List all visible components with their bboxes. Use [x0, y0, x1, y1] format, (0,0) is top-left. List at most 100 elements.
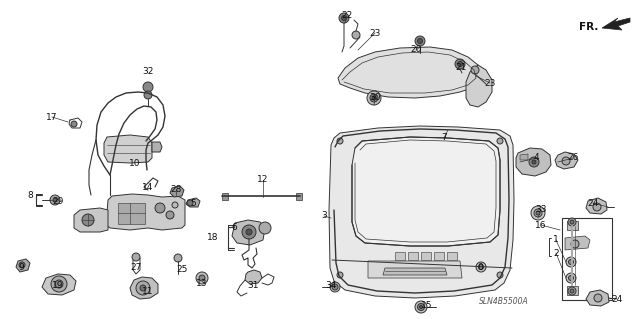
Text: 9: 9 [18, 263, 24, 272]
Polygon shape [130, 277, 158, 299]
Circle shape [332, 284, 338, 290]
Polygon shape [104, 135, 152, 163]
Circle shape [417, 39, 422, 43]
Circle shape [330, 282, 340, 292]
Circle shape [529, 157, 539, 167]
Circle shape [187, 200, 193, 206]
Circle shape [570, 220, 574, 224]
Polygon shape [118, 203, 145, 224]
Text: 3: 3 [321, 211, 327, 220]
Text: 25: 25 [176, 265, 188, 275]
Polygon shape [567, 286, 578, 295]
Circle shape [337, 272, 343, 278]
Polygon shape [152, 142, 162, 152]
Polygon shape [186, 198, 200, 207]
Circle shape [536, 211, 540, 215]
Circle shape [246, 229, 252, 235]
Polygon shape [421, 252, 431, 260]
Polygon shape [516, 148, 551, 176]
Circle shape [419, 306, 422, 308]
Circle shape [132, 253, 140, 261]
Polygon shape [567, 221, 578, 230]
Text: 10: 10 [129, 159, 141, 167]
Text: 2: 2 [553, 249, 559, 257]
Text: 27: 27 [131, 263, 141, 271]
Circle shape [50, 195, 60, 205]
Polygon shape [170, 186, 184, 197]
Polygon shape [565, 236, 590, 250]
Polygon shape [329, 126, 514, 298]
Circle shape [352, 31, 360, 39]
Polygon shape [383, 268, 447, 275]
Circle shape [370, 94, 378, 102]
Text: 5: 5 [190, 199, 196, 209]
Circle shape [339, 13, 349, 23]
Circle shape [144, 91, 152, 99]
Text: 1: 1 [553, 235, 559, 244]
Circle shape [568, 259, 573, 264]
Text: 30: 30 [369, 93, 381, 101]
Text: 15: 15 [421, 300, 433, 309]
Polygon shape [447, 252, 457, 260]
Circle shape [532, 160, 536, 164]
Polygon shape [106, 194, 185, 230]
Text: 8: 8 [27, 191, 33, 201]
Circle shape [71, 121, 77, 127]
Circle shape [568, 218, 576, 226]
Text: 7: 7 [441, 133, 447, 143]
Text: 11: 11 [142, 287, 154, 296]
Circle shape [471, 66, 479, 74]
Circle shape [568, 276, 573, 280]
Circle shape [562, 157, 570, 165]
Circle shape [497, 272, 503, 278]
Text: 19: 19 [52, 281, 64, 291]
Circle shape [566, 257, 576, 267]
Polygon shape [74, 208, 108, 232]
Text: 33: 33 [535, 204, 547, 213]
Circle shape [196, 272, 208, 284]
Text: 21: 21 [455, 63, 467, 72]
Polygon shape [466, 65, 492, 107]
Circle shape [174, 254, 182, 262]
Circle shape [593, 203, 601, 211]
Circle shape [570, 289, 574, 293]
Circle shape [51, 276, 67, 292]
Text: 34: 34 [325, 280, 337, 290]
Polygon shape [338, 47, 482, 98]
Polygon shape [520, 154, 528, 160]
Text: 22: 22 [341, 11, 353, 20]
Text: 26: 26 [567, 153, 579, 162]
Text: 23: 23 [369, 28, 381, 38]
Circle shape [497, 138, 503, 144]
Text: 14: 14 [142, 183, 154, 192]
Circle shape [55, 280, 63, 288]
Text: SLN4B5500A: SLN4B5500A [479, 298, 529, 307]
Polygon shape [16, 259, 30, 272]
Text: 29: 29 [52, 197, 64, 206]
Circle shape [479, 264, 483, 270]
Text: 4: 4 [533, 153, 539, 162]
Circle shape [19, 262, 25, 268]
Circle shape [82, 214, 94, 226]
Polygon shape [602, 18, 630, 30]
Text: 32: 32 [142, 68, 154, 77]
Polygon shape [586, 198, 607, 214]
Text: 16: 16 [535, 220, 547, 229]
Circle shape [568, 287, 576, 295]
Circle shape [531, 206, 545, 220]
Circle shape [566, 273, 576, 283]
Text: 24: 24 [588, 198, 598, 207]
Text: 0: 0 [477, 263, 483, 271]
Text: 13: 13 [196, 278, 208, 287]
Circle shape [172, 202, 178, 208]
Circle shape [455, 59, 465, 69]
Circle shape [337, 138, 343, 144]
Circle shape [199, 275, 205, 281]
Text: 17: 17 [46, 113, 58, 122]
Circle shape [166, 211, 174, 219]
Circle shape [571, 240, 579, 248]
Circle shape [415, 36, 425, 46]
Circle shape [342, 16, 346, 20]
Text: 6: 6 [231, 224, 237, 233]
Circle shape [372, 96, 376, 100]
